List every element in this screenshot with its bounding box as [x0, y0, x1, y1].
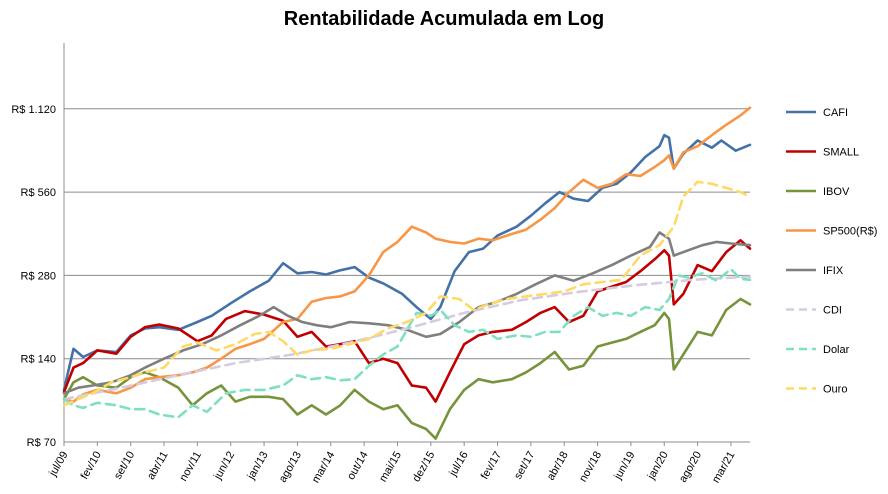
x-tick-label: jan/13: [245, 450, 271, 483]
x-tick-label: dez/15: [411, 450, 438, 485]
x-tick-label: jun/12: [211, 450, 237, 483]
axes: R$ 70 R$ 140 R$ 280 R$ 560 R$ 1.120 jul/09 fev…: [11, 43, 750, 485]
x-tick-label: ago/20: [677, 450, 704, 485]
series-line-ouro: [62, 180, 752, 407]
y-tick-label: R$ 70: [27, 437, 56, 449]
legend-label: CAFI: [823, 107, 848, 119]
legend-item: Ouro: [786, 384, 847, 396]
x-tick-label: ago/13: [277, 450, 304, 485]
y-tick-label: R$ 560: [21, 187, 56, 199]
legend-item: IFIX: [786, 265, 844, 277]
legend-item: CDI: [786, 305, 842, 317]
legend-label: SP500(R$): [823, 226, 877, 238]
x-tick-label: jul/16: [447, 450, 471, 480]
series-line-ibov: [62, 297, 752, 440]
x-tick-label: out/14: [345, 450, 371, 482]
x-tick-label: fev/17: [479, 450, 504, 482]
x-tick-label: mar/14: [310, 450, 338, 486]
legend-item: SP500(R$): [786, 226, 877, 238]
series-lines: [62, 106, 752, 440]
series-line-cafi: [62, 133, 752, 392]
gridlines: [64, 108, 750, 360]
x-tick-label: set/10: [112, 450, 137, 482]
x-tick-label: mai/15: [377, 450, 404, 485]
legend-label: IFIX: [823, 265, 844, 277]
legend-label: CDI: [823, 305, 842, 317]
legend-label: Dolar: [823, 344, 850, 356]
x-tick-label: jul/09: [47, 450, 71, 480]
y-tick-label: R$ 280: [21, 270, 56, 282]
x-tick-label: nov/11: [177, 450, 204, 484]
y-tick-label: R$ 140: [21, 354, 56, 366]
x-tick-label: jun/19: [612, 450, 638, 483]
x-tick-label: set/17: [512, 450, 537, 482]
x-tick-label: mar/21: [710, 450, 738, 486]
series-line-dolar: [62, 267, 752, 419]
legend-item: IBOV: [786, 186, 850, 198]
x-tick-label: nov/18: [577, 450, 604, 485]
x-tick-label: jan/20: [645, 450, 671, 483]
legend-item: Dolar: [786, 344, 850, 356]
series-line-ifix: [62, 231, 752, 395]
chart-title: Rentabilidade Acumulada em Log: [283, 8, 605, 30]
legend-item: SMALL: [786, 147, 859, 159]
legend: CAFI SMALL IBOV SP500(R$) IFIX CDI Dolar Ouro: [786, 107, 877, 396]
series-line-cdi: [62, 275, 752, 401]
series-line-small: [62, 239, 752, 403]
legend-label: IBOV: [823, 186, 850, 198]
x-tick-label: abr/18: [545, 450, 571, 483]
legend-item: CAFI: [786, 107, 848, 119]
y-tick-label: R$ 1.120: [11, 104, 56, 116]
x-tick-label: abr/11: [145, 450, 171, 482]
legend-label: Ouro: [823, 384, 847, 396]
legend-label: SMALL: [823, 147, 859, 159]
x-tick-label: fev/10: [79, 450, 104, 482]
